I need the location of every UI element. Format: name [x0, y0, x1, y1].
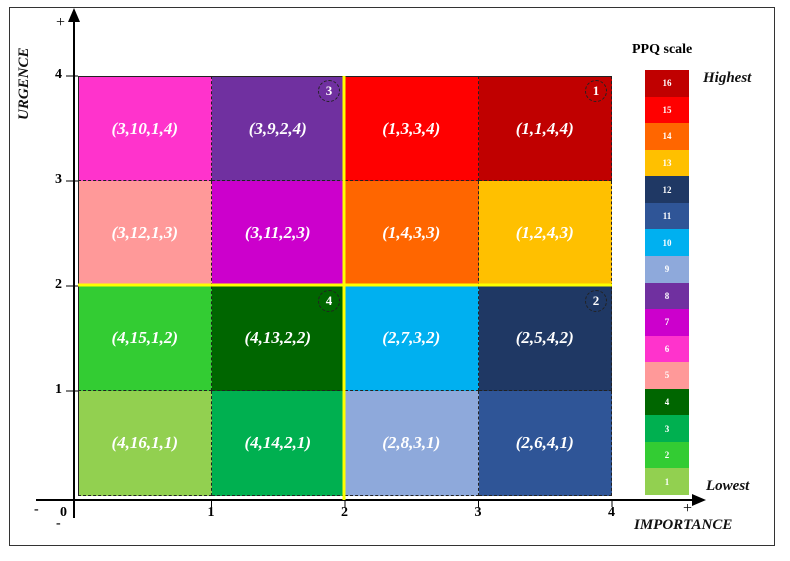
y-axis-label: URGENCE: [16, 47, 32, 120]
y-tick-label: 2: [55, 277, 62, 292]
legend-level-swatch: 15: [645, 96, 689, 124]
figure-frame: [9, 7, 775, 546]
y-tick-label: 4: [55, 67, 62, 82]
matrix-cell: (2,7,3,2): [345, 286, 479, 391]
matrix-cell: (3,12,1,3): [78, 181, 212, 286]
legend-level-swatch: 13: [645, 149, 689, 177]
x-plus-sign: +: [683, 500, 693, 517]
quadrant-number-marker: 1: [585, 80, 607, 102]
legend-highest-label: Highest: [703, 70, 752, 86]
legend-level-swatch: 12: [645, 176, 689, 203]
matrix-cell: (2,8,3,1): [345, 391, 479, 496]
matrix-cell: (4,16,1,1): [78, 391, 212, 496]
matrix-cell: (3,9,2,4): [211, 76, 345, 181]
matrix-cell: (1,1,4,4): [478, 76, 612, 181]
legend-level-swatch: 6: [645, 335, 689, 363]
y-minus-sign: -: [56, 516, 61, 531]
x-tick-label: 3: [474, 505, 482, 520]
legend-level-swatch: 5: [645, 362, 689, 389]
legend-level-swatch: 4: [645, 388, 689, 416]
legend-level-swatch: 16: [645, 70, 689, 97]
legend-level-swatch: 11: [645, 202, 689, 230]
legend-level-swatch: 1: [645, 468, 689, 495]
matrix-cell: (4,15,1,2): [78, 286, 212, 391]
matrix-cell: (3,10,1,4): [78, 76, 212, 181]
y-plus-sign: +: [56, 14, 66, 31]
legend-lowest-label: Lowest: [706, 478, 750, 494]
quadrant-number-marker: 3: [318, 80, 340, 102]
quadrant-number-marker: 2: [585, 290, 607, 312]
x-tick-label: 0: [60, 505, 67, 520]
x-tick-label: 2: [341, 505, 348, 520]
legend-level-swatch: 3: [645, 415, 689, 442]
legend-level-swatch: 9: [645, 255, 689, 283]
legend-level-swatch: 14: [645, 123, 689, 150]
y-tick-label: 3: [55, 172, 62, 187]
y-axis-arrow: [68, 8, 80, 22]
matrix-cell: (4,14,2,1): [211, 391, 345, 496]
y-tick-label: 1: [55, 382, 62, 397]
matrix-cell: (2,6,4,1): [478, 391, 612, 496]
legend-level-swatch: 2: [645, 441, 689, 469]
legend-level-swatch: 7: [645, 309, 689, 336]
x-tick-label: 4: [608, 505, 615, 520]
x-axis-arrow: [692, 494, 706, 506]
matrix-cell: (1,3,3,4): [345, 76, 479, 181]
x-minus-sign: -: [34, 502, 39, 517]
x-tick-label: 1: [207, 505, 215, 520]
x-axis-label: IMPORTANCE: [634, 517, 733, 533]
quadrant-number-marker: 4: [318, 290, 340, 312]
matrix-cell: (1,2,4,3): [478, 181, 612, 286]
legend-level-swatch: 8: [645, 282, 689, 310]
legend-level-swatch: 10: [645, 229, 689, 256]
legend-title: PPQ scale: [632, 42, 693, 57]
